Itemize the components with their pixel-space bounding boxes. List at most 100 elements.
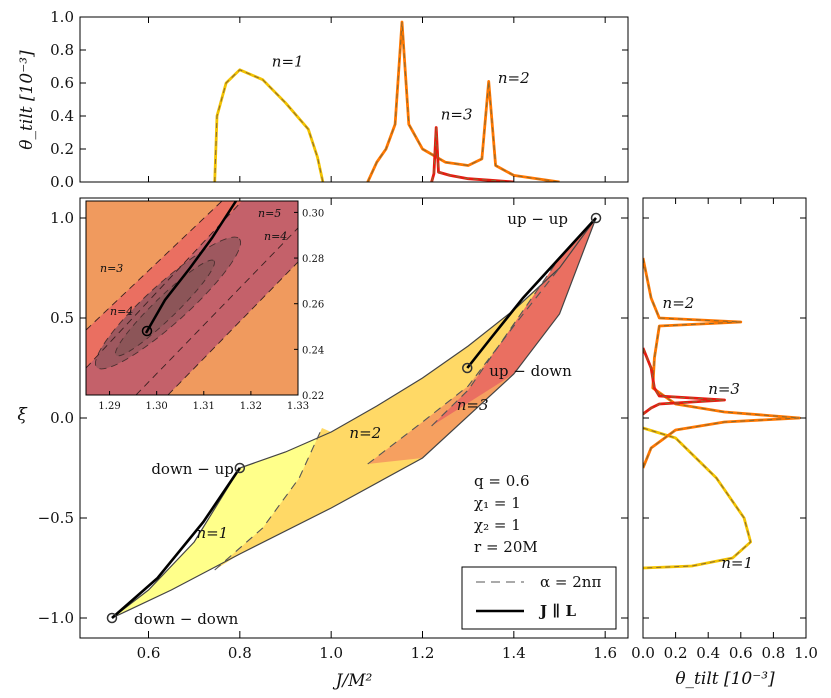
main-regions bbox=[106, 212, 602, 624]
inset-dashed-line-3 bbox=[135, 227, 298, 395]
top-series-n=3 bbox=[430, 126, 514, 182]
inset-marker bbox=[141, 325, 153, 337]
inset-dashed-line-1 bbox=[86, 201, 223, 331]
point-label-1: up − down bbox=[489, 362, 572, 380]
resonance-line-n2 bbox=[367, 267, 560, 465]
inset-xtick-label: 1.32 bbox=[240, 401, 262, 412]
inset-dashed-line-2 bbox=[86, 201, 243, 369]
boundary-upper bbox=[111, 217, 597, 619]
right-series-n=1 bbox=[643, 426, 752, 570]
region-base bbox=[112, 218, 596, 618]
right-xtick-label: 0.0 bbox=[631, 644, 655, 662]
region-label-n=3: n=3 bbox=[457, 396, 489, 414]
legend-frame bbox=[461, 566, 617, 630]
param-r: r = 20M bbox=[474, 538, 538, 556]
point-label-3: down − down bbox=[134, 610, 239, 628]
top-ticks: 0.0 0.2 0.4 0.6 0.8 1.0 bbox=[50, 8, 628, 191]
inset-ellipse-inner bbox=[115, 259, 215, 357]
point-label-0: up − up bbox=[507, 210, 568, 228]
inset-dashed-line-4 bbox=[167, 261, 298, 395]
main-xtick-label: 0.8 bbox=[228, 644, 252, 662]
main-ytick-label: −0.5 bbox=[38, 509, 74, 527]
right-xtick-label: 1.0 bbox=[794, 644, 818, 662]
main-xtick-label: 1.4 bbox=[502, 644, 526, 662]
top-ylabel: θ_tilt [10⁻³] bbox=[17, 50, 37, 150]
right-labels: n=2 n=3 n=1 bbox=[663, 294, 753, 572]
right-xtick-label: 0.8 bbox=[761, 644, 785, 662]
inset-xtick-label: 1.31 bbox=[193, 401, 215, 412]
inset-ytick-label: 0.26 bbox=[302, 300, 324, 311]
top-ytick-label: 0.6 bbox=[50, 74, 74, 92]
main-ytick-label: −1.0 bbox=[38, 609, 74, 627]
right-xtick-label: 0.6 bbox=[729, 644, 753, 662]
top-label-n=3: n=3 bbox=[441, 105, 473, 123]
right-ticks: 0.0 0.2 0.4 0.6 0.8 1.0 bbox=[631, 198, 818, 662]
region-label-n=2: n=2 bbox=[349, 424, 381, 442]
inset-xtick-label: 1.30 bbox=[146, 401, 168, 412]
main-xtick-label: 1.2 bbox=[411, 644, 435, 662]
main-xtick-label: 1.6 bbox=[593, 644, 617, 662]
top-ytick-label: 1.0 bbox=[50, 8, 74, 26]
right-series-dash-n=2 bbox=[643, 257, 800, 469]
point-label-2: down − up bbox=[151, 460, 234, 478]
main-xlabel: J/M² bbox=[333, 671, 373, 691]
legend: α = 2nπ J ∥ L bbox=[461, 566, 617, 630]
point-marker-0 bbox=[590, 212, 602, 224]
inset-ticks: 1.29 1.30 1.31 1.32 1.330.22 0.24 0.26 0.28 0.30 bbox=[98, 208, 324, 412]
top-label-n=2: n=2 bbox=[498, 69, 530, 87]
main-ytick-label: 0.0 bbox=[50, 409, 74, 427]
inset-panel: 1.29 1.30 1.31 1.32 1.330.22 0.24 0.26 0.28 0.30… bbox=[85, 200, 324, 412]
inset-ytick-label: 0.28 bbox=[302, 254, 324, 265]
point-marker-3 bbox=[106, 612, 118, 624]
top-ytick-label: 0.2 bbox=[50, 140, 74, 158]
region-n2 bbox=[214, 218, 596, 570]
right-label-n=3: n=3 bbox=[708, 380, 740, 398]
right-series-dash-n=3 bbox=[643, 347, 725, 415]
legend-jl-label: J ∥ L bbox=[538, 602, 576, 620]
params-block: q = 0.6 χ₁ = 1 χ₂ = 1 r = 20M bbox=[474, 472, 538, 556]
j-parallel-l-segment-1 bbox=[466, 217, 597, 369]
top-curves bbox=[213, 20, 560, 182]
main-panel: 0.6 0.8 1.0 1.2 1.4 1.6 −1.0 −0.5 0.0 0.5 1.0 up −… bbox=[17, 197, 629, 691]
point-marker-2 bbox=[234, 462, 246, 474]
right-panel: 0.0 0.2 0.4 0.6 0.8 1.0 n=2 n=3 n=1 θ_tilt [10⁻… bbox=[631, 197, 818, 689]
inset-xtick-label: 1.33 bbox=[287, 401, 309, 412]
resonance-line-n3 bbox=[431, 257, 560, 427]
region-label-n=1: n=1 bbox=[196, 524, 228, 542]
main-xtick-label: 1.0 bbox=[319, 644, 343, 662]
inset-label-n4-left: n=4 bbox=[110, 305, 133, 318]
region-n4 bbox=[431, 218, 596, 426]
right-label-n=2: n=2 bbox=[663, 294, 695, 312]
right-label-n=1: n=1 bbox=[721, 554, 753, 572]
inset-ytick-label: 0.22 bbox=[302, 391, 324, 402]
right-xtick-label: 0.2 bbox=[664, 644, 688, 662]
boundary-lower bbox=[111, 217, 597, 619]
inset-ytick-label: 0.24 bbox=[302, 345, 324, 356]
inset-label-n3: n=3 bbox=[100, 262, 123, 275]
inset-label-n4-right: n=4 bbox=[264, 230, 287, 243]
top-ytick-label: 0.8 bbox=[50, 41, 74, 59]
inset-label-n5: n=5 bbox=[258, 207, 281, 220]
inset-xtick-label: 1.29 bbox=[98, 401, 120, 412]
right-xtick-label: 0.4 bbox=[696, 644, 720, 662]
main-ylabel: ξ bbox=[17, 405, 28, 425]
main-ytick-label: 1.0 bbox=[50, 209, 74, 227]
param-q: q = 0.6 bbox=[474, 472, 530, 490]
inset-j-parallel-l bbox=[144, 201, 238, 334]
main-ytick-label: 0.5 bbox=[50, 309, 74, 327]
top-label-n=1: n=1 bbox=[272, 53, 304, 71]
param-chi2: χ₂ = 1 bbox=[474, 516, 521, 534]
top-ytick-label: 0.4 bbox=[50, 107, 74, 125]
j-parallel-l-segment-0 bbox=[111, 467, 241, 619]
main-ticks: 0.6 0.8 1.0 1.2 1.4 1.6 −1.0 −0.5 0.0 0.5 1.0 bbox=[38, 198, 628, 662]
inset-ytick-label: 0.30 bbox=[302, 208, 324, 219]
main-xtick-label: 0.6 bbox=[137, 644, 161, 662]
right-xlabel: θ_tilt [10⁻³] bbox=[675, 669, 775, 689]
top-panel: 0.0 0.2 0.4 0.6 0.8 1.0 n=1 n=3 n=2 θ_tilt [10⁻… bbox=[17, 8, 629, 191]
param-chi1: χ₁ = 1 bbox=[474, 494, 521, 512]
resonance-line-n1 bbox=[214, 427, 323, 571]
top-series-dash-n=1 bbox=[214, 69, 324, 182]
inset-frame bbox=[85, 200, 299, 396]
main-labels: up − up up − down down − up down − down n=1 n… bbox=[134, 210, 572, 628]
